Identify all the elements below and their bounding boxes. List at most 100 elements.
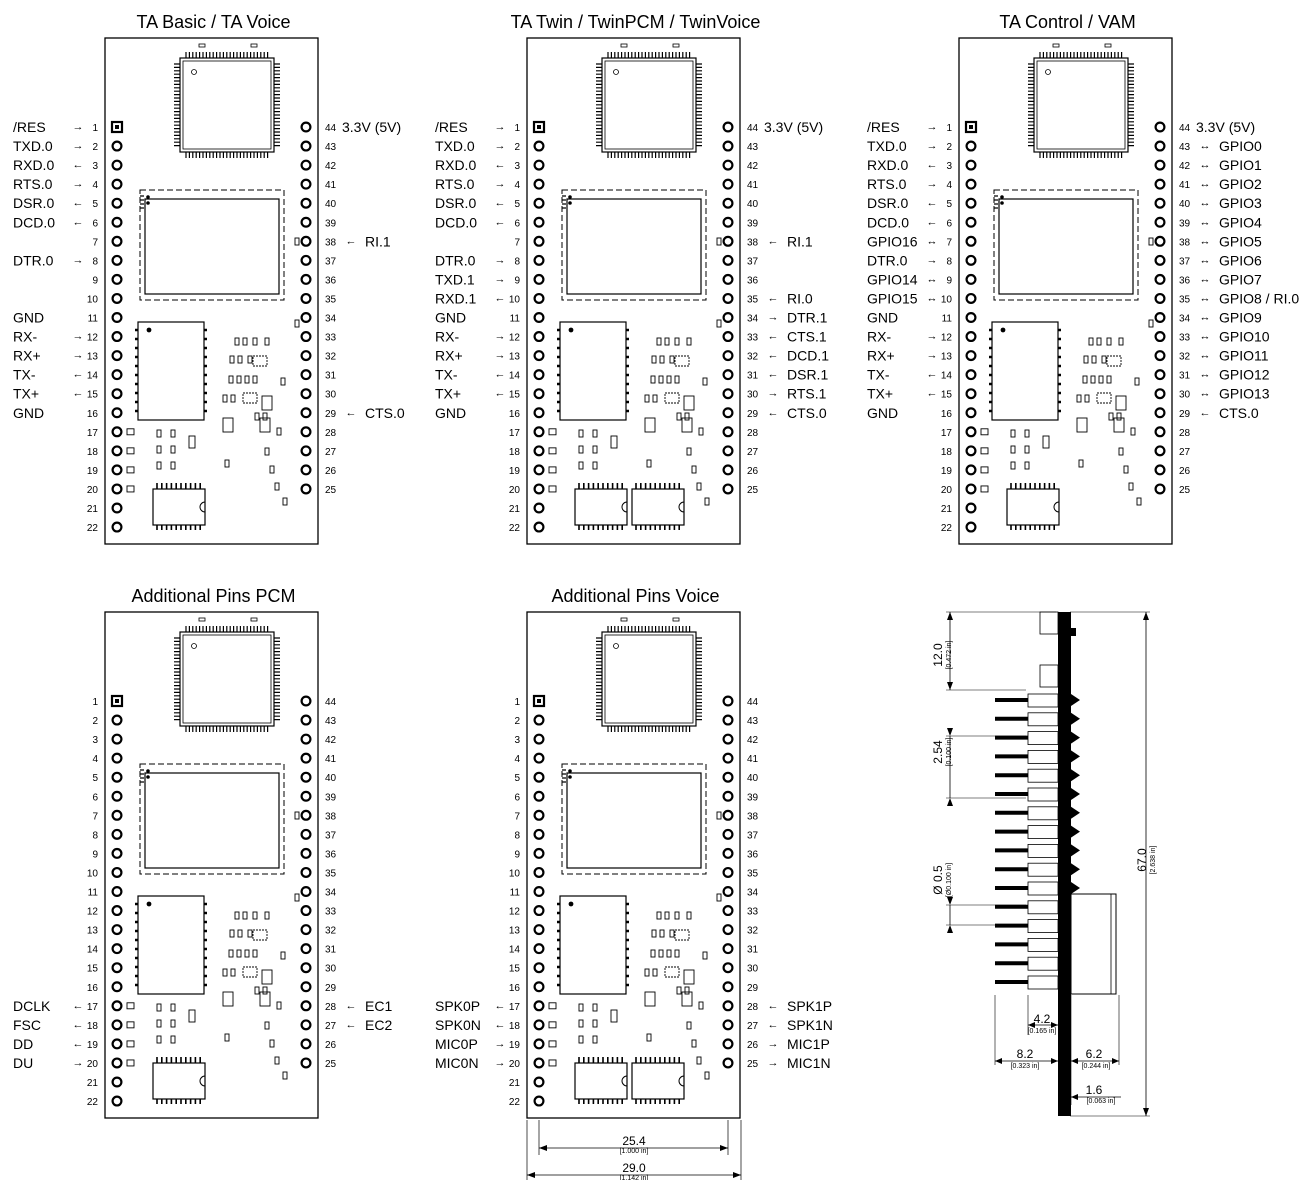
signal-label: DCD.0 bbox=[867, 214, 909, 230]
smd-component bbox=[702, 377, 708, 386]
smd-component bbox=[156, 429, 162, 438]
pin-number: 26 bbox=[325, 1040, 337, 1051]
dip-leads bbox=[578, 1057, 623, 1104]
signal-arrow: → bbox=[495, 121, 506, 133]
smd-pad bbox=[980, 485, 989, 493]
signal-label: TX- bbox=[13, 367, 36, 383]
pin-solder bbox=[1071, 712, 1080, 725]
qfp-leads bbox=[596, 626, 702, 732]
signal-arrow: ← bbox=[495, 216, 506, 228]
pin-number: 26 bbox=[747, 466, 759, 477]
soic-pin1-mark bbox=[1000, 327, 1006, 333]
smd-component bbox=[578, 1003, 584, 1012]
smd-component bbox=[1091, 355, 1097, 364]
signal-arrow: ← bbox=[768, 350, 779, 362]
pin-pad-hole bbox=[537, 699, 541, 703]
pin-pad bbox=[111, 809, 123, 821]
pin-number: 34 bbox=[325, 888, 337, 899]
smd-component bbox=[659, 929, 665, 938]
signal-arrow: → bbox=[73, 350, 84, 362]
pin-pad bbox=[300, 771, 312, 783]
signal-arrow: → bbox=[927, 331, 938, 343]
signal-label: DCD.1 bbox=[787, 348, 829, 364]
signal-label: GPIO7 bbox=[1219, 271, 1262, 287]
dip-notch bbox=[199, 501, 206, 513]
pin-number: 30 bbox=[1179, 390, 1191, 401]
pin-solder bbox=[1071, 806, 1080, 819]
pin-number: 25 bbox=[747, 1059, 759, 1070]
signal-label: GPIO13 bbox=[1219, 386, 1270, 402]
smd-pad bbox=[1104, 43, 1112, 48]
module-dashed bbox=[139, 763, 285, 875]
pin-number: 7 bbox=[92, 237, 98, 248]
signal-arrow: ← bbox=[768, 235, 779, 247]
pin-number: 10 bbox=[87, 294, 99, 305]
smd-component bbox=[252, 337, 258, 346]
pin-pad bbox=[722, 331, 734, 343]
pin-number: 20 bbox=[509, 1059, 521, 1070]
pin-number: 14 bbox=[87, 945, 99, 956]
signal-arrow: ← bbox=[768, 369, 779, 381]
signal-arrow: ← bbox=[768, 407, 779, 419]
signal-label: DTR.1 bbox=[787, 310, 828, 326]
module-dashed bbox=[993, 189, 1139, 301]
pin-number: 37 bbox=[1179, 256, 1191, 267]
pin-pad bbox=[533, 273, 545, 285]
pin-pad bbox=[300, 924, 312, 936]
pin-pad bbox=[111, 292, 123, 304]
pin-pad bbox=[111, 521, 123, 533]
smd-pad bbox=[980, 466, 989, 474]
pin-pad bbox=[722, 905, 734, 917]
pin-pad bbox=[111, 464, 123, 476]
smd-component bbox=[1098, 375, 1104, 384]
pin-pad bbox=[533, 369, 545, 381]
pin-number: 17 bbox=[87, 428, 99, 439]
smd-component bbox=[592, 461, 598, 470]
qfp-chip bbox=[596, 52, 702, 158]
passive-components bbox=[1010, 237, 1154, 506]
signal-label: TX+ bbox=[13, 386, 39, 402]
pin-pad bbox=[965, 407, 977, 419]
pin-number: 40 bbox=[1179, 199, 1191, 210]
pin-pad bbox=[1154, 216, 1166, 228]
smd-component bbox=[651, 929, 657, 938]
pin-pad bbox=[965, 426, 977, 438]
pin-pad bbox=[533, 216, 545, 228]
pin-pad bbox=[1154, 197, 1166, 209]
dimension-value-inch: [0.244 in] bbox=[1082, 1063, 1111, 1070]
pin-number: 4 bbox=[946, 180, 952, 191]
pin-number: 8 bbox=[514, 256, 520, 267]
pin-number: 30 bbox=[325, 390, 337, 401]
pin-number: 10 bbox=[941, 294, 953, 305]
pin-pad bbox=[111, 924, 123, 936]
smd-component bbox=[669, 355, 675, 364]
smd-component bbox=[170, 1019, 176, 1028]
pin-number: 15 bbox=[509, 964, 521, 975]
pin-pad bbox=[300, 426, 312, 438]
pin-pad bbox=[965, 159, 977, 171]
transistor bbox=[644, 991, 656, 1007]
signal-arrow: → bbox=[495, 1057, 506, 1069]
pin-pad bbox=[1154, 292, 1166, 304]
pin-pad bbox=[111, 962, 123, 974]
pin-number: 1 bbox=[946, 123, 952, 134]
smd-component bbox=[247, 355, 253, 364]
board-pcm: Additional Pins PCM123456789101112131415… bbox=[13, 586, 392, 1119]
pin-number: 42 bbox=[747, 735, 759, 746]
pin-number: 8 bbox=[514, 830, 520, 841]
dimension-lines bbox=[949, 612, 1147, 1116]
pin-pad bbox=[533, 886, 545, 898]
pin-number: 18 bbox=[509, 1021, 521, 1032]
smd-component bbox=[674, 375, 680, 384]
pin-pad bbox=[533, 733, 545, 745]
board-title: Additional Pins Voice bbox=[551, 586, 719, 606]
pin-pad-hole bbox=[537, 125, 541, 129]
pin-number: 28 bbox=[325, 1002, 337, 1013]
pin-number: 13 bbox=[941, 352, 953, 363]
pin-pad bbox=[722, 886, 734, 898]
smd-ic bbox=[664, 392, 680, 404]
pin-pad bbox=[722, 235, 734, 247]
dip-body bbox=[631, 488, 685, 526]
pin-pad bbox=[111, 216, 123, 228]
pin-pad bbox=[111, 1038, 123, 1050]
